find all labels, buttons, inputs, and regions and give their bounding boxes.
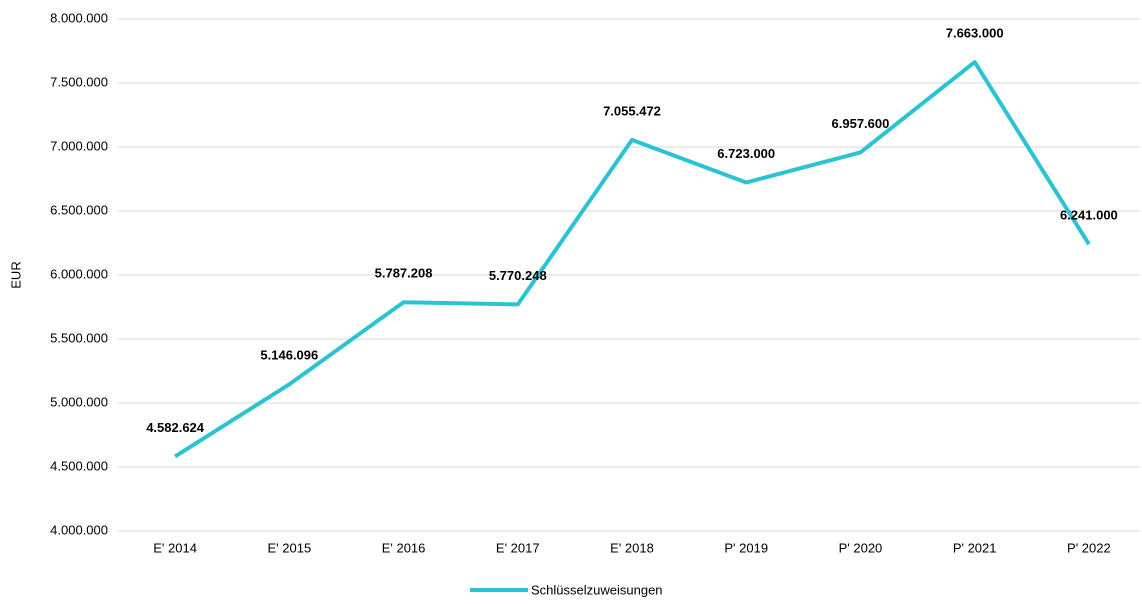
y-tick-label: 7.000.000 (50, 138, 108, 153)
x-tick-label: E' 2018 (610, 540, 654, 555)
x-tick-label: P' 2021 (953, 540, 997, 555)
y-tick-label: 6.000.000 (50, 266, 108, 281)
y-tick-label: 4.500.000 (50, 458, 108, 473)
x-tick-label: P' 2020 (839, 540, 883, 555)
data-label: 6.957.600 (832, 116, 890, 131)
x-tick-label: E' 2015 (267, 540, 311, 555)
x-tick-label: P' 2019 (724, 540, 768, 555)
data-label: 6.241.000 (1060, 208, 1118, 223)
x-tick-label: E' 2017 (496, 540, 540, 555)
data-line (174, 60, 1091, 459)
data-label: 5.146.096 (260, 348, 318, 363)
data-label: 6.723.000 (717, 146, 775, 161)
y-axis-label: EUR (8, 261, 23, 288)
y-tick-label: 5.500.000 (50, 330, 108, 345)
x-tick-label: E' 2016 (382, 540, 426, 555)
x-tick-label: E' 2014 (153, 540, 197, 555)
data-label: 4.582.624 (146, 420, 205, 435)
y-tick-label: 7.500.000 (50, 74, 108, 89)
legend-label: Schlüsselzuweisungen (531, 582, 663, 597)
x-tick-label: P' 2022 (1067, 540, 1111, 555)
y-tick-label: 8.000.000 (50, 10, 108, 25)
y-tick-label: 4.000.000 (50, 522, 108, 537)
data-label: 5.787.208 (375, 266, 433, 281)
data-label: 7.055.472 (603, 103, 661, 118)
y-tick-label: 6.500.000 (50, 202, 108, 217)
y-tick-label: 5.000.000 (50, 394, 108, 409)
data-label: 7.663.000 (946, 26, 1004, 41)
data-label: 5.770.248 (489, 268, 547, 283)
